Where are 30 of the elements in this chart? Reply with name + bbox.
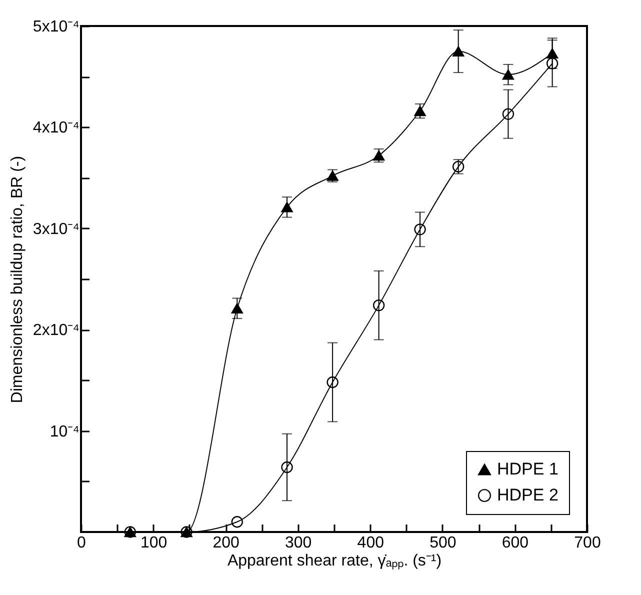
- y-tick-label: 5x10⁻⁴: [32, 18, 80, 36]
- x-tick-label: 0: [77, 534, 86, 552]
- legend-label: HDPE 2: [497, 486, 558, 504]
- point: [502, 69, 514, 80]
- y-tick-label: 3x10⁻⁴: [32, 220, 80, 238]
- point: [326, 376, 338, 388]
- point: [231, 516, 243, 528]
- y-tick-label: 2x10⁻⁴: [32, 322, 80, 340]
- point: [281, 461, 293, 474]
- point: [231, 303, 243, 314]
- y-tick-label: 4x10⁻⁴: [32, 120, 80, 137]
- x-tick-label: 300: [285, 534, 312, 552]
- x-tick-label: 600: [502, 534, 529, 552]
- x-tick-label: 500: [430, 534, 456, 552]
- point: [546, 48, 558, 58]
- y-axis-title: Dimensionless buildup ratio, BR (-): [8, 156, 26, 404]
- y-tick-label: 10⁻⁴: [50, 423, 80, 440]
- x-tick-label: 200: [212, 534, 240, 552]
- point: [281, 202, 293, 212]
- point: [502, 108, 514, 120]
- x-axis-title: Apparent shear rate, γ̇ₐₚₚ. (s⁻¹): [227, 552, 442, 570]
- x-tick-label: 700: [574, 534, 601, 552]
- point: [546, 58, 558, 70]
- point: [414, 106, 426, 116]
- point: [372, 299, 385, 312]
- legend-label: HDPE 1: [497, 460, 558, 478]
- x-tick-label: 100: [140, 534, 168, 552]
- point: [452, 46, 464, 56]
- x-tick-label: 400: [357, 534, 384, 552]
- point: [414, 224, 426, 236]
